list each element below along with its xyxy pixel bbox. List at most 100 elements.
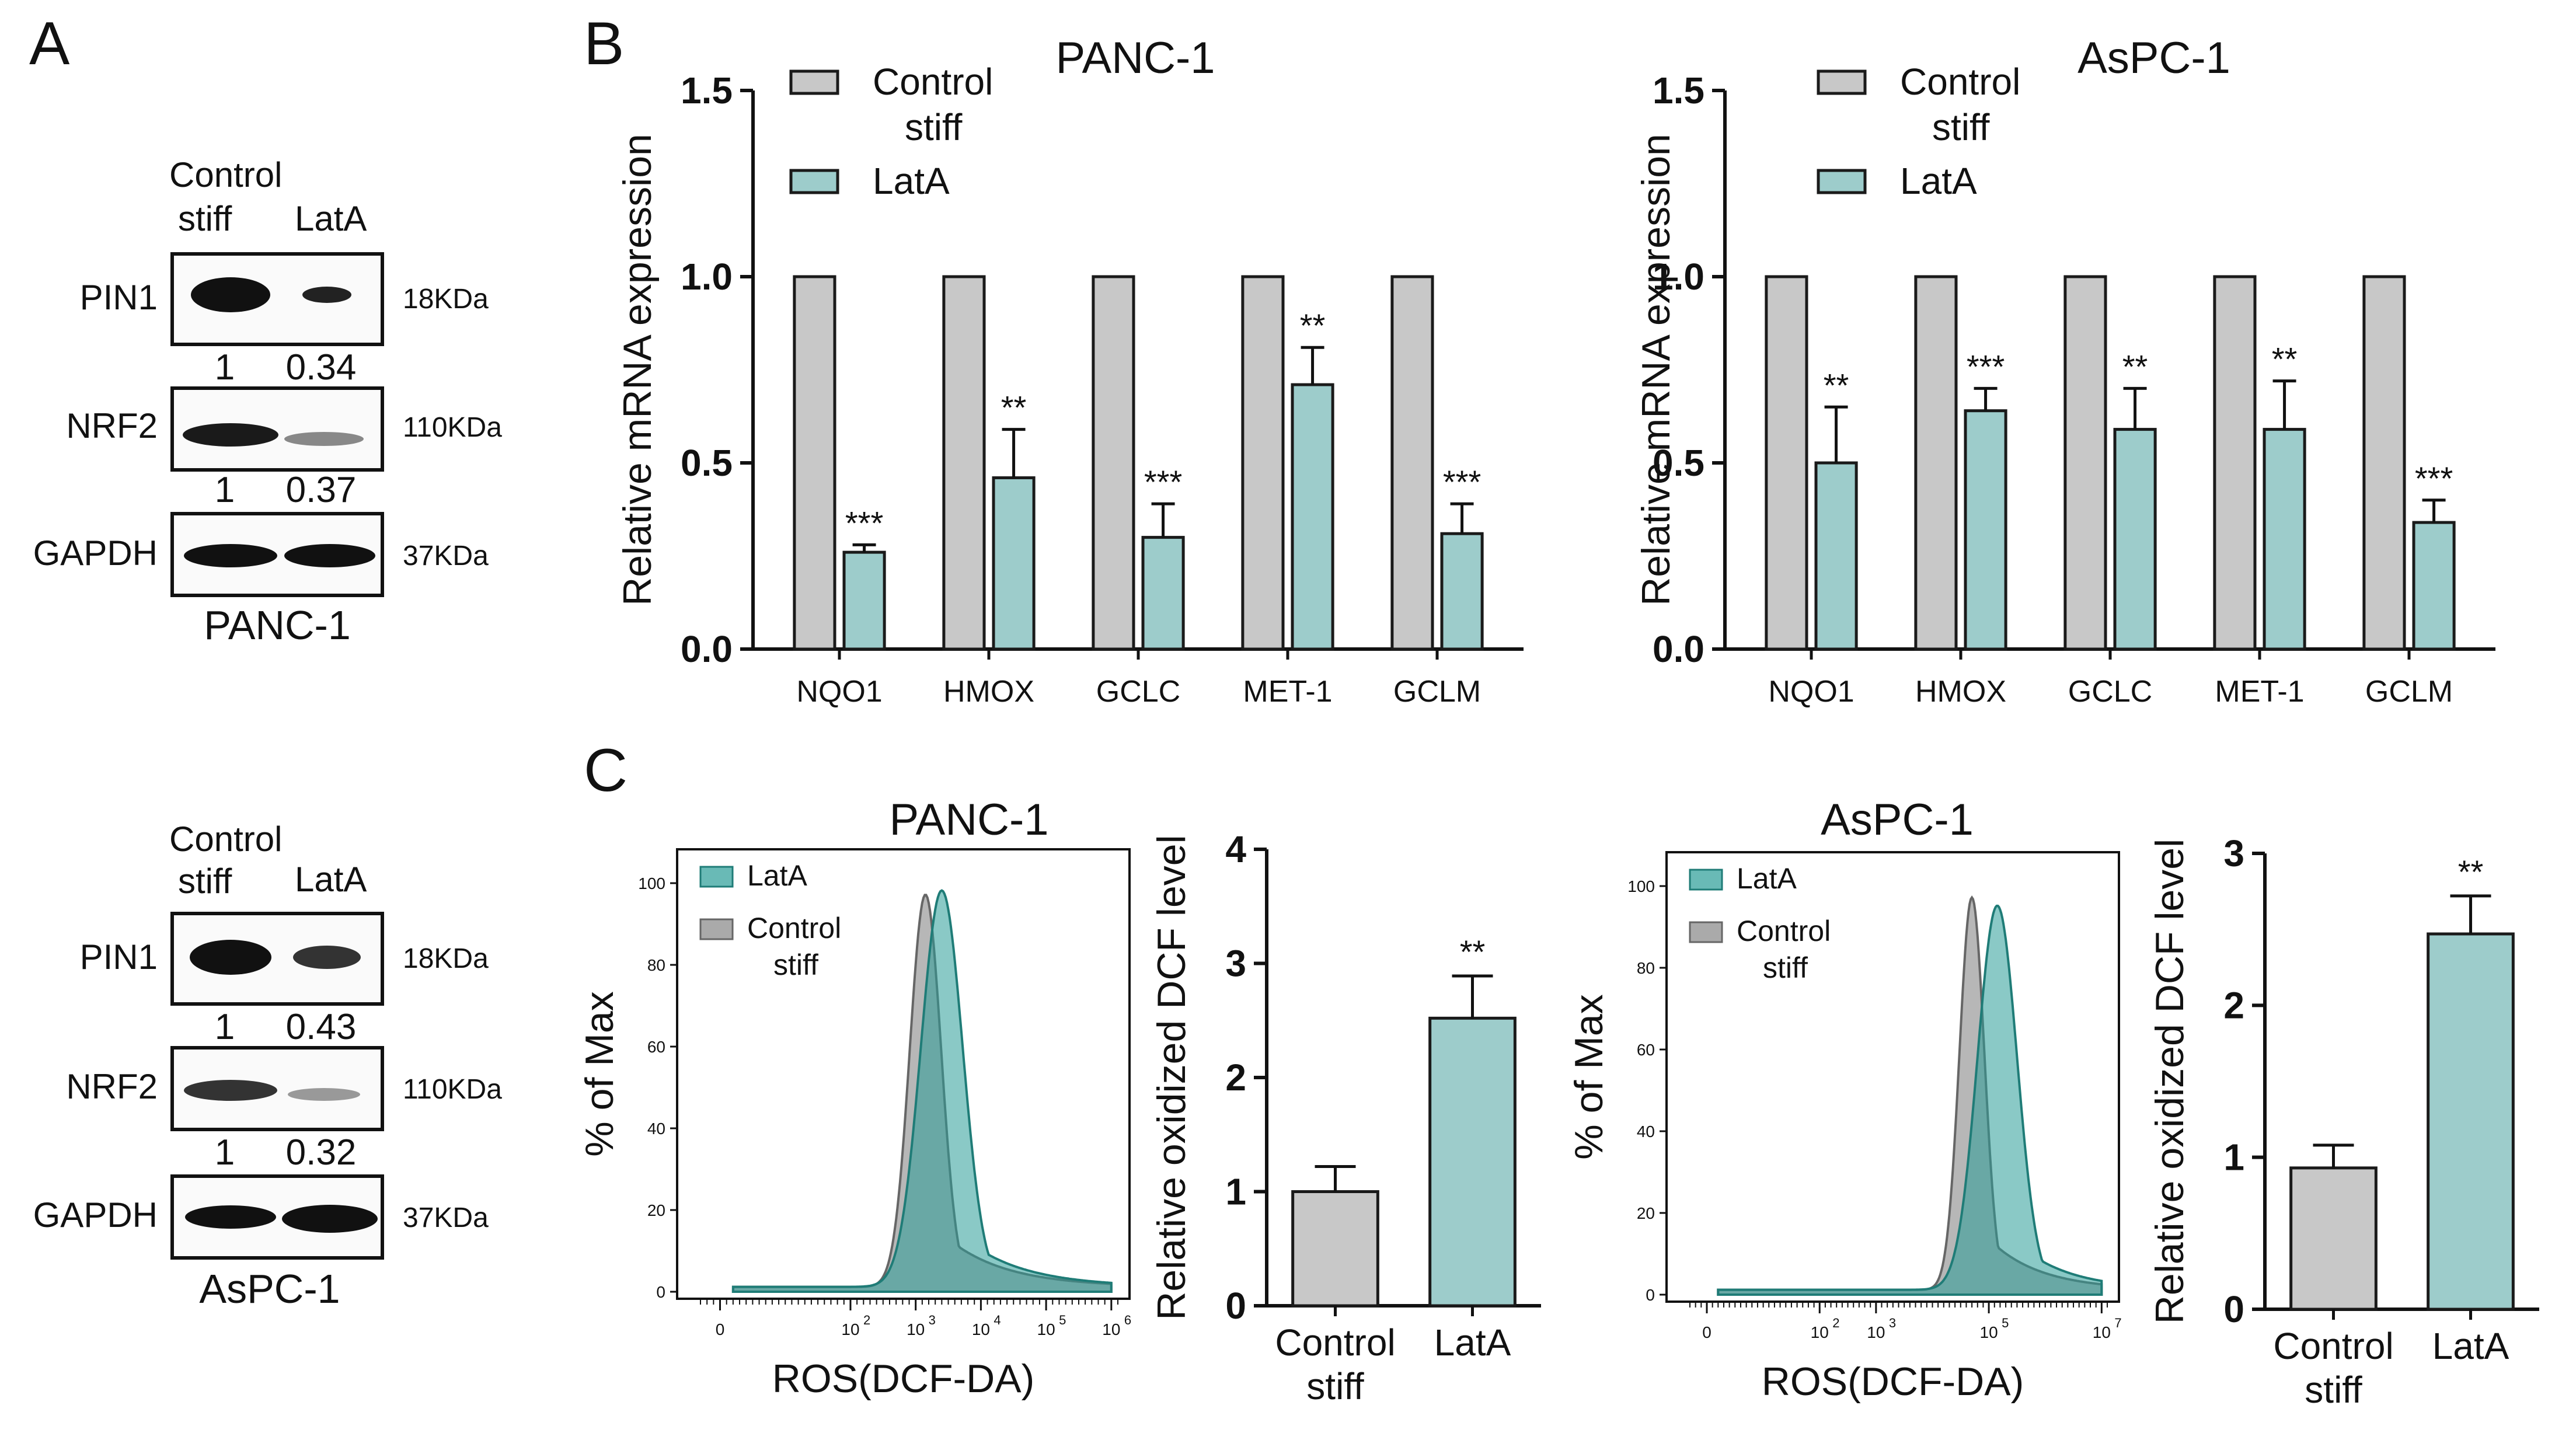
bar <box>842 550 886 651</box>
x-tick-exponent: 3 <box>929 1313 936 1327</box>
y-tick-label: 2 <box>2223 984 2244 1026</box>
wb-band <box>183 423 278 447</box>
bar <box>2427 932 2515 1311</box>
legend-label: LatA <box>747 859 808 892</box>
wb-kda-pin1: 18KDa <box>403 284 489 315</box>
y-tick-label: 60 <box>1637 1041 1655 1059</box>
significance-label: ** <box>2272 341 2298 378</box>
y-axis-label: Relative mRNA expression <box>615 134 660 606</box>
wb-intensity: 0.32 <box>286 1132 357 1173</box>
wb-kda-gapdh: 37KDa <box>403 1202 489 1233</box>
y-tick-label: 100 <box>638 874 665 892</box>
y-axis-label: Relative oxidized DCF level <box>1149 835 1194 1320</box>
bar-chart-dcf-aspc1: Relative oxidized DCF level 0 1 2 3 Controlst… <box>2148 832 2539 1411</box>
y-tick-label: 1 <box>2223 1136 2244 1179</box>
bar-chart-mrna-panc1: PANC-1 Relative mRNA expression 0.0 0.5 1.0 1… <box>615 33 1524 709</box>
x-tick-exponent: 5 <box>2002 1316 2009 1330</box>
significance-label: ** <box>2458 853 2484 890</box>
wb-cell-line: AsPC-1 <box>199 1266 340 1312</box>
legend-label: Control <box>1737 915 1831 947</box>
wb-kda-pin1: 18KDa <box>403 943 489 974</box>
x-tick-label: NQO1 <box>796 675 882 709</box>
y-axis-label: % of Max <box>1567 994 1611 1159</box>
chart-title: AsPC-1 <box>1821 795 1974 845</box>
legend-swatch-lata <box>1817 169 1867 194</box>
bar <box>793 275 836 651</box>
bar <box>1914 275 1958 651</box>
x-tick-exponent: 2 <box>1832 1316 1839 1330</box>
y-axis-label: Relative oxidized DCF level <box>2148 839 2192 1324</box>
bar <box>1390 275 1434 651</box>
bar <box>1291 383 1334 651</box>
x-tick-label: stiff <box>1306 1365 1364 1407</box>
wb-band <box>184 1080 277 1101</box>
western-blot-aspc1: Control stiff LatA PIN1 18KDa 1 0.43 NRF… <box>33 820 503 1312</box>
wb-kda-nrf2: 110KDa <box>403 1074 502 1105</box>
wb-band <box>288 1088 360 1101</box>
bar <box>1092 275 1135 651</box>
y-tick-label: 0.0 <box>1653 628 1704 670</box>
bar <box>1428 1016 1517 1308</box>
y-tick-label: 0 <box>1646 1286 1655 1304</box>
bar <box>1964 409 2007 651</box>
x-tick-exponent: 4 <box>994 1313 1001 1327</box>
legend-label: LatA <box>873 160 950 202</box>
chart-title: PANC-1 <box>1055 33 1215 83</box>
y-tick-label: 60 <box>647 1038 665 1056</box>
bar-chart-mrna-aspc1: AsPC-1 Relative mRNA expression 0.0 0.5 1.0 1… <box>1634 33 2495 709</box>
x-tick-exponent: 7 <box>2114 1316 2121 1330</box>
significance-label: ** <box>1460 933 1486 970</box>
wb-header-control-line2: stiff <box>178 199 232 238</box>
wb-header-lata: LatA <box>295 199 367 238</box>
wb-header-control-line1: Control <box>169 155 282 194</box>
x-tick-label: HMOX <box>943 675 1034 709</box>
x-axis-label: ROS(DCF-DA) <box>1762 1359 2024 1404</box>
y-tick-label: 0 <box>656 1283 665 1301</box>
y-tick-label: 100 <box>1627 877 1655 895</box>
histogram-lata <box>731 889 1113 1293</box>
bar <box>2213 275 2257 651</box>
y-tick-label: 0.5 <box>681 442 733 484</box>
y-tick-label: 3 <box>2223 832 2244 874</box>
y-tick-label: 0.0 <box>681 628 733 670</box>
y-tick-label: 40 <box>1637 1122 1655 1141</box>
significance-label: *** <box>845 504 883 541</box>
x-tick-label: 10 <box>1811 1323 1829 1341</box>
y-tick-label: 1.5 <box>681 69 733 111</box>
x-tick-label: 10 <box>2093 1323 2111 1341</box>
y-tick-label: 3 <box>1225 943 1246 985</box>
x-tick-label: stiff <box>2305 1369 2362 1411</box>
legend-label: stiff <box>1763 951 1808 984</box>
significance-label: *** <box>1144 463 1182 500</box>
bar <box>2289 1166 2378 1311</box>
significance-label: ** <box>1001 389 1027 426</box>
wb-cell-line: PANC-1 <box>204 602 351 648</box>
x-tick-label: GCLM <box>1393 675 1481 709</box>
legend-swatch-lata <box>699 866 734 888</box>
bar <box>942 275 986 651</box>
x-tick-label: 10 <box>972 1320 990 1338</box>
y-tick-label: 80 <box>647 956 665 974</box>
x-tick-label: GCLC <box>1096 675 1180 709</box>
panel-label-c: C <box>584 737 628 804</box>
x-axis-label: ROS(DCF-DA) <box>772 1357 1035 1401</box>
bar <box>2263 428 2306 651</box>
bar <box>992 476 1036 651</box>
significance-label: *** <box>2415 460 2453 497</box>
wb-band <box>293 946 361 969</box>
wb-band <box>190 940 271 975</box>
x-tick-label: GCLM <box>2365 675 2453 709</box>
bar <box>2412 521 2456 651</box>
wb-band-label-pin1: PIN1 <box>80 937 158 977</box>
legend-label: Control <box>873 61 993 103</box>
legend-swatch-control <box>699 918 734 940</box>
y-tick-label: 20 <box>1637 1204 1655 1222</box>
legend-swatch-lata <box>789 169 839 194</box>
x-tick-label: Control <box>2273 1325 2393 1367</box>
x-tick-label: GCLC <box>2068 675 2152 709</box>
legend-swatch-lata <box>1689 869 1723 891</box>
wb-intensity: 1 <box>215 1132 235 1173</box>
x-tick-label: LatA <box>2432 1325 2509 1367</box>
